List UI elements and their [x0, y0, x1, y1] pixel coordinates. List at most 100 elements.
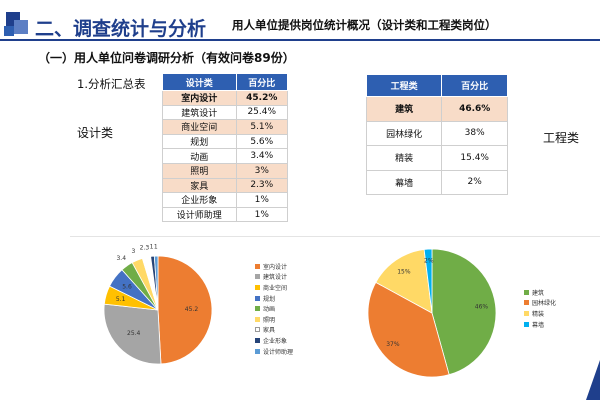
summary-label: 1.分析汇总表 — [77, 77, 146, 91]
table-row: 园林绿化 38% — [365, 120, 508, 146]
section-title: （一）用人单位问卷调研分析（有效问卷89份） — [38, 51, 295, 65]
data-label: 1 — [150, 244, 154, 251]
header-divider — [0, 39, 600, 41]
percent-cell: 1% — [235, 206, 288, 223]
legend-item: 幕墙 — [524, 319, 556, 330]
category-cell: 建筑 — [365, 96, 443, 122]
design-pie-chart: 45.225.45.15.63.43 2.3 1 1 — [103, 243, 213, 365]
legend-label: 商业空间 — [263, 284, 288, 292]
table-header: 工程类 — [365, 74, 443, 97]
data-label: 45.2 — [185, 306, 199, 313]
legend-item: 照明 — [255, 314, 293, 325]
category-cell: 家具 — [162, 177, 237, 194]
engineering-pie-chart: 46% 37% 15% 2% — [367, 248, 497, 378]
category-cell: 商业空间 — [162, 119, 237, 135]
pie-slice — [103, 303, 162, 365]
data-label: 46% — [475, 303, 489, 310]
table-row: 室内设计 45.2% — [162, 90, 288, 106]
legend-item: 商业空间 — [255, 282, 293, 293]
legend-item: 规划 — [255, 293, 293, 304]
percent-cell: 2% — [441, 169, 508, 195]
design-category-label: 设计类 — [77, 126, 114, 140]
table-row: 企业形象 1% — [162, 192, 288, 208]
legend-item: 建筑设计 — [255, 272, 293, 283]
engineering-table: 工程类 百分比 建筑 46.6% 园林绿化 38% 精装 15.4% 幕墙 2% — [365, 74, 508, 195]
category-cell: 照明 — [162, 162, 237, 179]
legend-swatch — [255, 337, 260, 343]
data-label: 1 — [154, 243, 158, 250]
design-chart-legend: 室内设计建筑设计商业空间规划动画照明家具 企业形象设计师助理 — [255, 261, 293, 356]
table-header: 设计类 — [162, 73, 237, 91]
percent-cell: 5.1% — [235, 119, 288, 135]
category-cell: 设计师助理 — [162, 206, 237, 223]
page-title: 二、调查统计与分析 — [35, 18, 207, 40]
table-row: 家具 2.3% — [162, 177, 288, 194]
legend-label: 规划 — [263, 295, 276, 303]
header-subtitle: 用人单位提供岗位统计概况（设计类和工程类岗位） — [232, 18, 497, 32]
pie-slice — [153, 255, 159, 311]
category-cell: 动画 — [162, 148, 237, 164]
percent-cell: 3.4% — [235, 148, 288, 164]
table-row: 幕墙 2% — [365, 169, 508, 195]
category-cell: 幕墙 — [365, 169, 443, 195]
data-label: 2.3 — [140, 245, 150, 252]
legend-label: 建筑设计 — [263, 274, 288, 282]
category-cell: 建筑设计 — [162, 104, 237, 121]
legend-swatch — [255, 263, 260, 269]
legend-item: 动画 — [255, 303, 293, 314]
legend-item: 企业形象 — [255, 335, 293, 346]
category-cell: 园林绿化 — [365, 120, 443, 146]
legend-swatch — [524, 289, 529, 295]
category-cell: 规划 — [162, 133, 237, 150]
table-header: 百分比 — [235, 73, 288, 91]
legend-item: 室内设计 — [255, 261, 293, 272]
legend-item: 设计师助理 — [255, 346, 293, 357]
legend-label: 室内设计 — [263, 263, 288, 271]
data-label: 15% — [397, 269, 411, 276]
table-row: 设计师助理 1% — [162, 206, 288, 223]
legend-label: 设计师助理 — [263, 348, 294, 356]
legend-label: 动画 — [263, 306, 276, 314]
percent-cell: 3% — [235, 162, 288, 179]
legend-swatch — [255, 306, 260, 312]
data-label: 5.1 — [116, 296, 126, 303]
engineering-category-label: 工程类 — [543, 131, 580, 145]
legend-item: 建筑 — [524, 287, 556, 298]
pie-slice — [375, 249, 433, 314]
legend-swatch — [255, 327, 260, 333]
legend-item: 精装 — [524, 308, 556, 319]
table-row: 精装 15.4% — [365, 145, 508, 171]
pie-slice — [367, 281, 450, 378]
percent-cell: 2.3% — [235, 177, 288, 194]
percent-cell: 15.4% — [441, 145, 508, 171]
data-label: 5.6 — [122, 284, 132, 291]
table-header: 百分比 — [441, 74, 508, 97]
legend-label: 照明 — [263, 316, 276, 324]
percent-cell: 5.6% — [235, 133, 288, 150]
legend-swatch — [524, 300, 529, 306]
table-row: 照明 3% — [162, 162, 288, 179]
data-label: 25.4 — [127, 330, 141, 337]
table-row: 动画 3.4% — [162, 148, 288, 164]
percent-cell: 45.2% — [235, 90, 288, 106]
legend-label: 家具 — [263, 327, 276, 335]
legend-label: 园林绿化 — [532, 300, 557, 308]
corner-accent — [586, 360, 600, 400]
table-row: 建筑 46.6% — [365, 96, 508, 122]
table-row: 商业空间 5.1% — [162, 119, 288, 135]
percent-cell: 1% — [235, 192, 288, 208]
table-row: 建筑设计 25.4% — [162, 104, 288, 121]
category-cell: 企业形象 — [162, 192, 237, 208]
legend-label: 幕墙 — [532, 321, 545, 329]
legend-label: 精装 — [532, 310, 545, 318]
divider — [70, 236, 600, 237]
category-cell: 室内设计 — [162, 90, 237, 106]
legend-item: 园林绿化 — [524, 298, 556, 309]
pie-slice — [423, 248, 433, 314]
design-table: 设计类 百分比 室内设计 45.2% 建筑设计 25.4% 商业空间 5.1% 规划 5.6%… — [162, 73, 288, 223]
data-label: 2% — [424, 258, 434, 265]
data-label: 37% — [386, 341, 400, 348]
legend-item: 家具 — [255, 325, 293, 336]
percent-cell: 38% — [441, 120, 508, 146]
